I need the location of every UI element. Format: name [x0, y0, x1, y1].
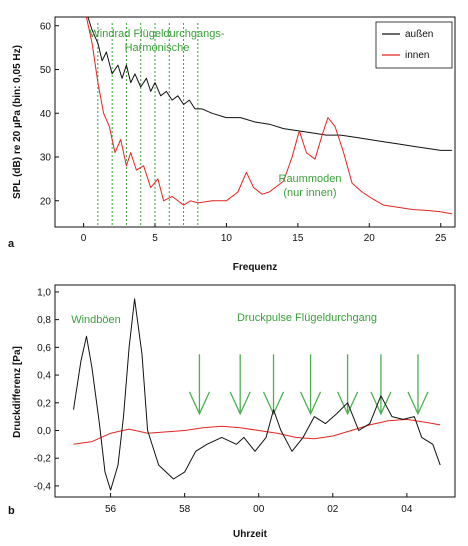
x-tick-label-a: 20 [364, 233, 376, 244]
y-tick-label-a: 20 [40, 196, 52, 207]
y-tick-label-b: -0,2 [34, 454, 52, 465]
series-line-red [73, 418, 441, 445]
x-ticks-b: 56 58 00 02 04 [105, 493, 413, 515]
series-line-black [73, 298, 441, 491]
annotation-room-modes-2: (nur innen) [283, 187, 336, 199]
annotation-harmonics-2: Harmonische [125, 42, 190, 54]
down-arrow-icon [337, 354, 359, 416]
plot-frame-a [54, 16, 456, 228]
y-tick-label-a: 50 [40, 65, 52, 76]
x-tick-label-b: 04 [401, 504, 413, 515]
panel-label-b: b [8, 505, 15, 517]
x-tick-label-b: 56 [105, 504, 117, 515]
harmonic-vlines [97, 23, 199, 225]
pressure-pulse-arrows [188, 354, 429, 416]
annotation-pressure-pulses: Druckpulse Flügeldurchgang [237, 312, 377, 324]
y-tick-label-b: -0,4 [34, 481, 52, 492]
x-tick-label-b: 00 [253, 504, 265, 515]
y-tick-label-b: 0,0 [37, 426, 51, 437]
down-arrow-icon [188, 354, 211, 416]
x-tick-label-a: 5 [152, 233, 158, 244]
x-tick-label-b: 02 [327, 504, 339, 515]
series-b [73, 298, 441, 491]
y-tick-label-b: 1,0 [37, 287, 51, 298]
x-axis-label-a: Frequenz [233, 262, 277, 273]
x-ticks-a: 0 5 10 15 20 25 [81, 223, 447, 244]
annotation-gusts: Windböen [71, 314, 121, 326]
series-line-innen [85, 16, 453, 215]
down-arrow-icon [407, 354, 429, 416]
x-tick-label-a: 0 [81, 233, 87, 244]
y-axis-label-a: SPL (dB) re 20 µPa (bin: 0,05 Hz) [12, 45, 23, 199]
annotation-room-modes-1: Raummoden [279, 173, 342, 185]
x-tick-label-a: 25 [435, 233, 447, 244]
y-tick-label-a: 30 [40, 153, 52, 164]
y-tick-label-b: 0,8 [37, 315, 51, 326]
y-tick-label-b: 0,4 [37, 371, 51, 382]
panel-b: -0,4 -0,2 0,0 0,2 0,4 0,6 0,8 1,0 56 58 00 02 04 Wi… [8, 284, 456, 540]
down-arrow-icon [370, 354, 392, 416]
y-tick-label-b: 0,6 [37, 343, 51, 354]
plot-frame-b [54, 284, 456, 498]
x-tick-label-a: 10 [221, 233, 233, 244]
y-axis-label-b: Druckdifferenz [Pa] [12, 346, 23, 438]
legend-label-aussen: außen [405, 29, 433, 40]
x-axis-label-b: Uhrzeit [233, 529, 268, 540]
y-tick-label-a: 40 [40, 109, 52, 120]
y-ticks-a: 20 30 40 50 60 [40, 21, 59, 207]
panel-label-a: a [8, 238, 15, 250]
legend-label-innen: innen [405, 50, 429, 61]
down-arrow-icon [299, 354, 322, 416]
x-tick-label-a: 15 [292, 233, 304, 244]
y-tick-label-a: 60 [40, 21, 52, 32]
down-arrow-icon [229, 354, 251, 416]
series-line-außen [87, 16, 453, 151]
series-a [85, 16, 453, 215]
panel-a: 20 30 40 50 60 0 5 10 15 20 25 Windrad Flügeldurc… [8, 16, 456, 273]
legend-box [375, 21, 453, 69]
annotation-harmonics-1: Windrad Flügeldurchgangs- [89, 28, 224, 40]
x-tick-label-b: 58 [179, 504, 191, 515]
y-tick-label-b: 0,2 [37, 398, 51, 409]
y-ticks-b: -0,4 -0,2 0,0 0,2 0,4 0,6 0,8 1,0 [34, 287, 59, 492]
down-arrow-icon [262, 354, 285, 416]
legend: außen innen [375, 21, 453, 69]
